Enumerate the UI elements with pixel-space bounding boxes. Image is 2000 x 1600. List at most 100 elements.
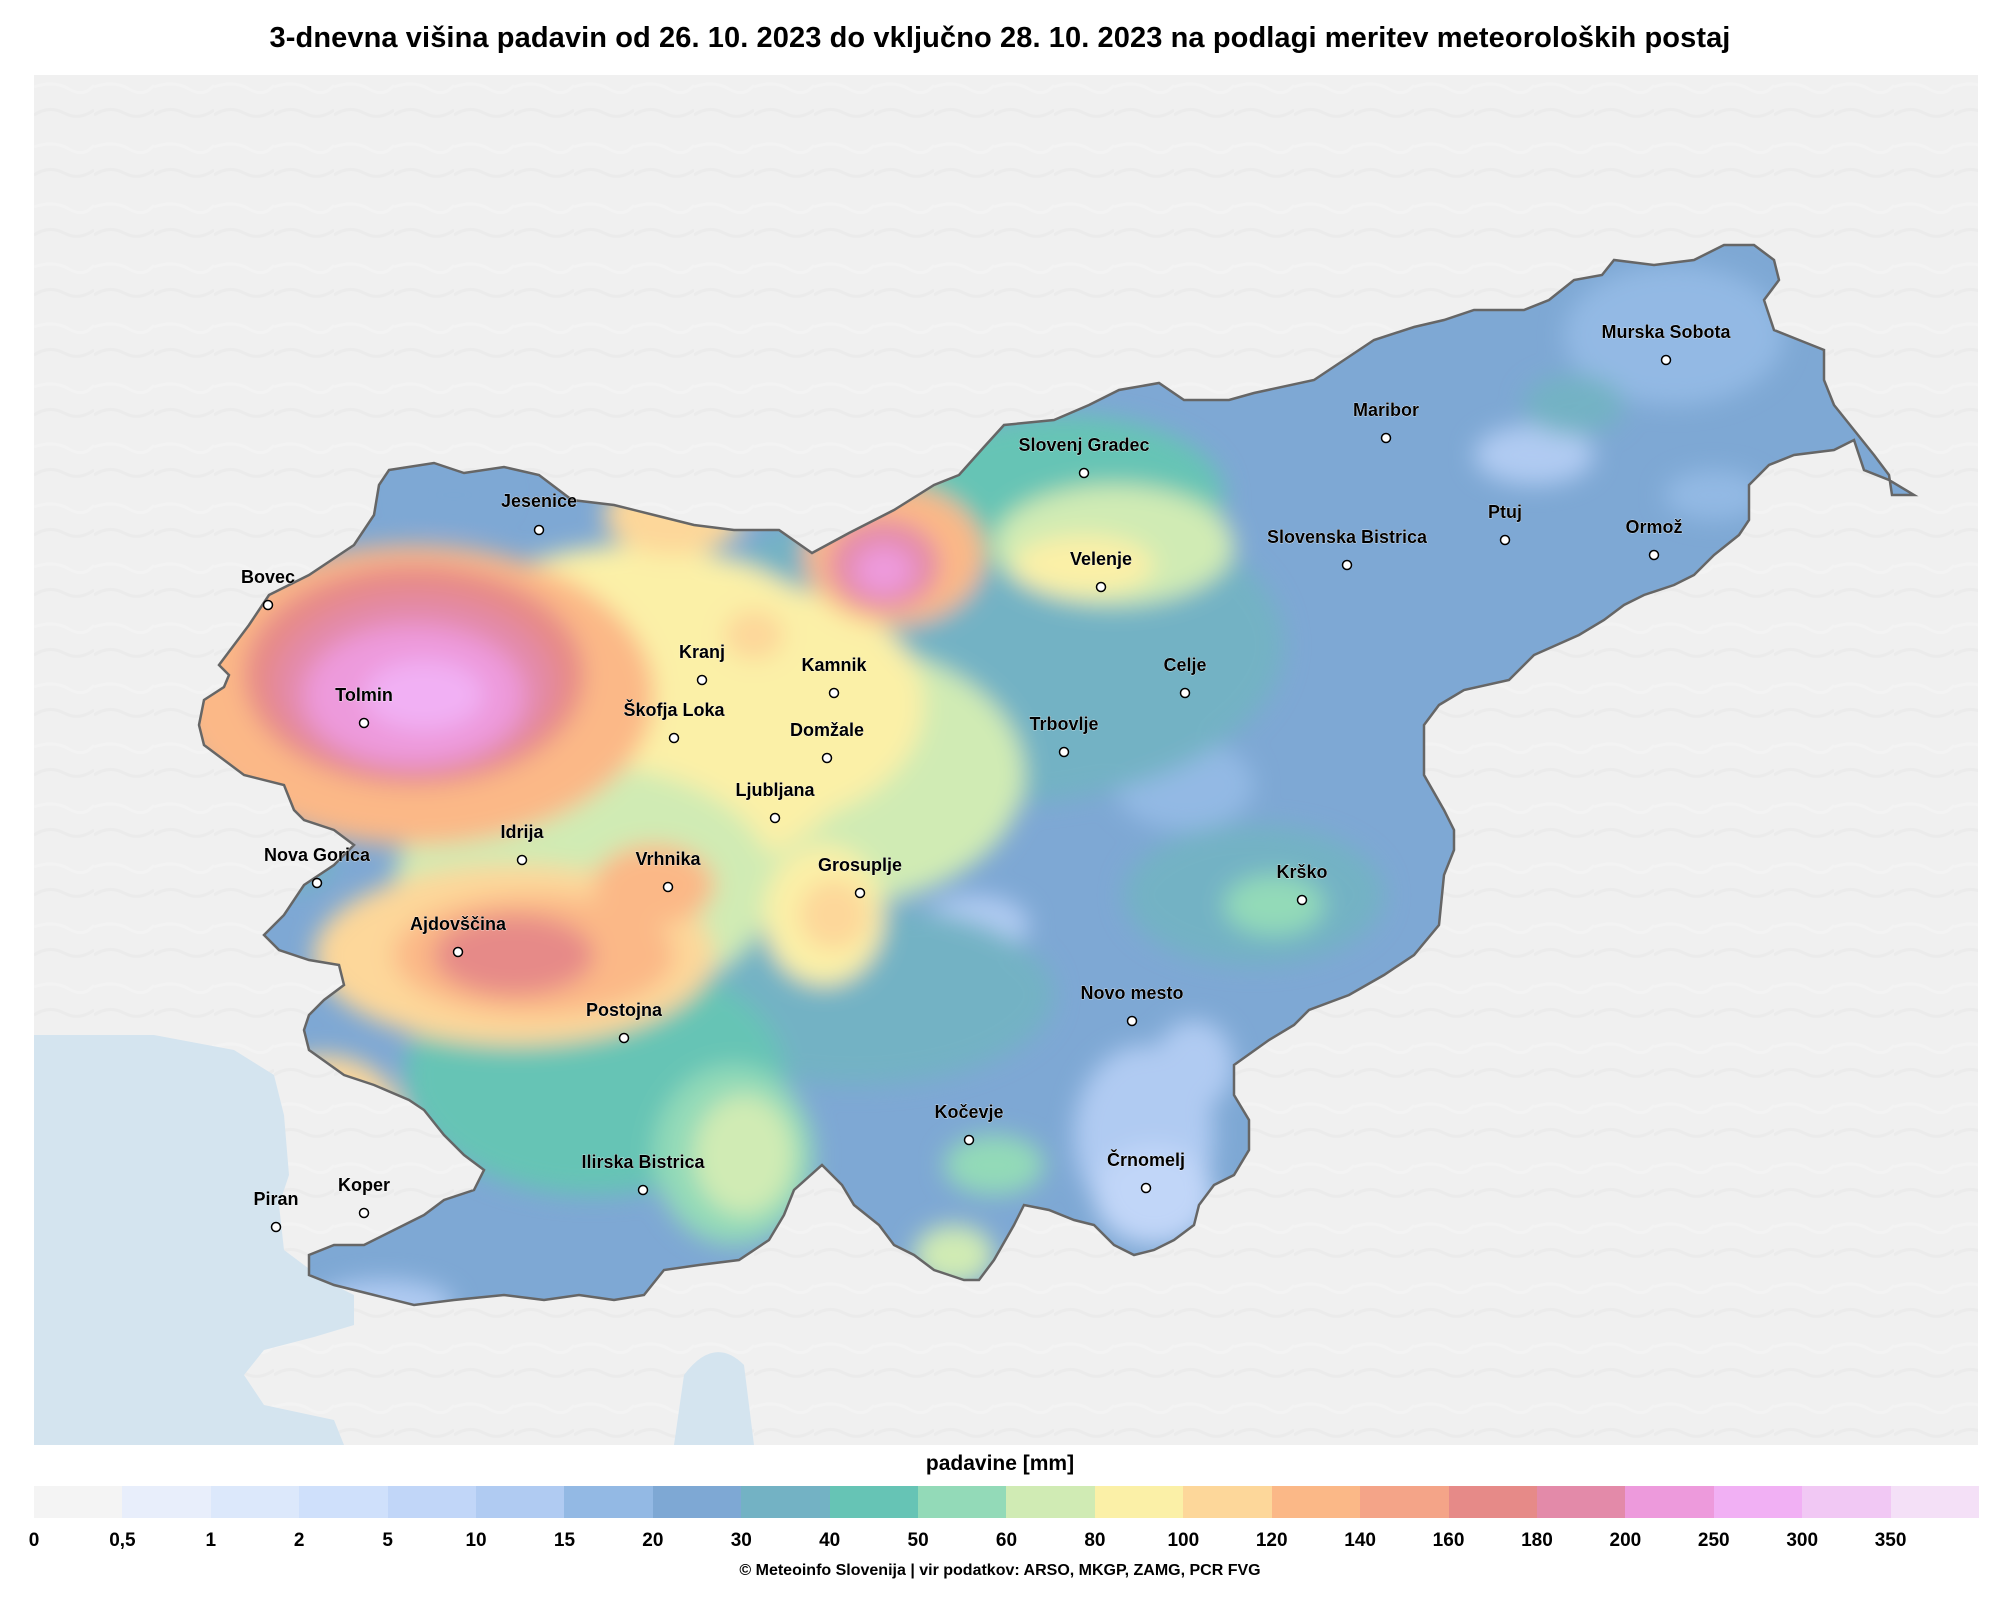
city-marker: Kranj — [679, 642, 725, 686]
legend-swatch — [564, 1486, 653, 1518]
legend-swatch — [1448, 1486, 1537, 1518]
city-dot — [696, 674, 708, 686]
precipitation-map: Jesenice Bovec Tolmin Kranj Kamnik Škofja Lok… — [34, 75, 1978, 1445]
city-marker: Slovenj Gradec — [1018, 435, 1150, 479]
legend-swatch — [476, 1486, 565, 1518]
city-dot — [1058, 746, 1070, 758]
city-label: Nova Gorica — [264, 845, 371, 865]
city-label: Piran — [253, 1189, 298, 1209]
city-label: Ormož — [1625, 517, 1682, 537]
city-dot — [1140, 1182, 1152, 1194]
city-dot — [1095, 581, 1107, 593]
city-dot — [662, 881, 674, 893]
city-marker: Velenje — [1070, 549, 1132, 593]
city-dot — [358, 1207, 370, 1219]
city-dot — [769, 812, 781, 824]
legend-tick-label: 250 — [1697, 1530, 1730, 1551]
city-label: Domžale — [790, 720, 864, 740]
city-marker: Ormož — [1625, 517, 1683, 561]
city-marker: Maribor — [1353, 400, 1419, 444]
city-dot — [1126, 1015, 1138, 1027]
city-marker: Postojna — [586, 1000, 663, 1044]
city-label: Novo mesto — [1080, 983, 1183, 1003]
legend-tick-label: 60 — [995, 1530, 1018, 1551]
city-dot — [854, 887, 866, 899]
legend-tick-label: 100 — [1167, 1530, 1200, 1551]
city-dot — [270, 1221, 282, 1233]
city-label: Postojna — [586, 1000, 663, 1020]
city-label: Grosuplje — [818, 855, 902, 875]
legend-tick-label: 300 — [1786, 1530, 1819, 1551]
legend-swatch — [1890, 1486, 1979, 1518]
city-dot — [828, 687, 840, 699]
legend-swatch — [918, 1486, 1007, 1518]
city-label: Vrhnika — [635, 849, 701, 869]
legend-color-bar — [34, 1486, 1979, 1518]
city-label: Trbovlje — [1029, 714, 1098, 734]
legend-swatch — [652, 1486, 742, 1518]
legend-swatch — [1271, 1486, 1361, 1518]
legend-tick-label: 10 — [465, 1530, 487, 1551]
city-marker: Jesenice — [501, 491, 577, 536]
legend-tick-label: 160 — [1432, 1530, 1465, 1551]
legend-swatch — [1360, 1486, 1449, 1518]
city-marker: Ptuj — [1488, 502, 1522, 546]
legend-tick-label: 1 — [205, 1530, 217, 1551]
city-marker: Idrija — [500, 822, 545, 866]
legend-swatch — [34, 1486, 123, 1518]
legend-title: padavine [mm] — [925, 1452, 1075, 1475]
city-dot — [1179, 687, 1191, 699]
legend-swatch — [1625, 1486, 1714, 1518]
city-marker: Tolmin — [335, 685, 393, 729]
city-dot — [963, 1134, 975, 1146]
city-label: Idrija — [500, 822, 544, 842]
city-label: Bovec — [241, 567, 295, 587]
legend-tick-label: 15 — [553, 1530, 576, 1551]
legend-swatch — [1536, 1486, 1626, 1518]
map-title: 3-dnevna višina padavin od 26. 10. 2023 … — [269, 22, 1731, 54]
city-marker: Slovenska Bistrica — [1267, 527, 1428, 571]
cities-layer: Jesenice Bovec Tolmin Kranj Kamnik Škofja Lok… — [241, 322, 1732, 1233]
city-dot — [1380, 432, 1392, 444]
city-dot — [1499, 534, 1511, 546]
city-dot — [262, 599, 274, 611]
legend-tick-label: 350 — [1874, 1530, 1907, 1551]
city-dot — [1296, 894, 1308, 906]
city-marker: Črnomelj — [1107, 1149, 1185, 1194]
city-dot — [452, 946, 464, 958]
legend-swatch — [741, 1486, 830, 1518]
legend-swatch — [210, 1486, 300, 1518]
city-marker: Vrhnika — [635, 849, 702, 893]
city-dot — [516, 854, 528, 866]
city-marker: Domžale — [790, 720, 864, 764]
city-label: Ilirska Bistrica — [581, 1152, 705, 1172]
city-dot — [311, 877, 323, 889]
city-label: Ajdovščina — [410, 914, 507, 934]
city-label: Škofja Loka — [623, 699, 725, 720]
city-dot — [1341, 559, 1353, 571]
city-marker: Bovec — [241, 567, 295, 611]
city-dot — [668, 732, 680, 744]
city-label: Kranj — [679, 642, 725, 662]
city-marker: Ajdovščina — [410, 914, 507, 958]
city-dot — [637, 1184, 649, 1196]
legend-swatch — [1006, 1486, 1095, 1518]
city-dot — [358, 717, 370, 729]
legend-tick-label: 50 — [907, 1530, 929, 1551]
city-label: Celje — [1163, 655, 1206, 675]
city-label: Ptuj — [1488, 502, 1522, 522]
city-marker: Murska Sobota — [1601, 322, 1732, 366]
city-marker: Koper — [338, 1175, 390, 1219]
city-marker: Kočevje — [934, 1102, 1004, 1146]
city-marker: Škofja Loka — [623, 699, 726, 744]
city-marker: Krško — [1276, 862, 1328, 906]
legend-tick-label: 140 — [1344, 1530, 1376, 1551]
city-label: Koper — [338, 1175, 390, 1195]
legend-swatch — [299, 1486, 388, 1518]
legend-tick-label: 0 — [28, 1530, 40, 1551]
legend-ticks: 0 0,5 1 2 5 10 15 20 30 40 50 60 80 100 120 140 160 180 20… — [29, 1530, 1979, 1560]
legend-tick-label: 30 — [730, 1530, 752, 1551]
city-dot — [821, 752, 833, 764]
legend-swatch — [1713, 1486, 1803, 1518]
legend-swatch — [122, 1486, 211, 1518]
